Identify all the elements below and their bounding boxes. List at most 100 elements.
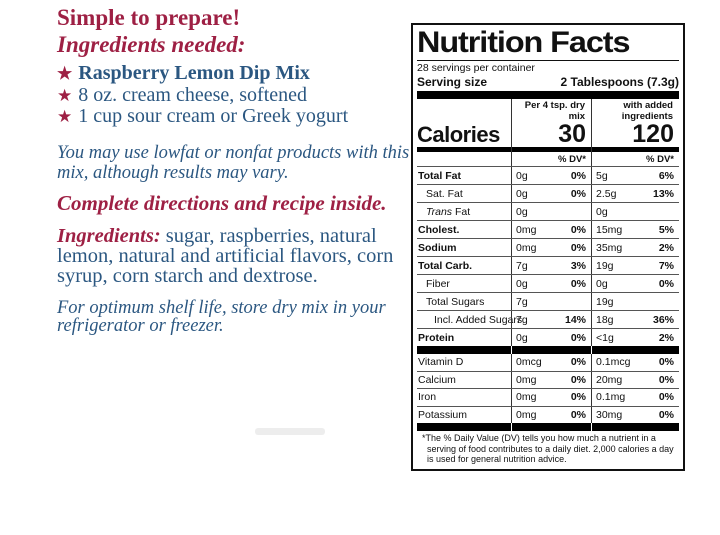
amount-value: 18g [596, 313, 614, 326]
serving-size-label: Serving size [417, 75, 488, 89]
dv-header-added: % DV* [591, 152, 679, 166]
percent-dv-value: 0% [570, 277, 586, 290]
nutrition-row-trans-fat: Trans Fat 0g 0g [417, 202, 679, 220]
dry-mix-cell: 0mg 0% [511, 239, 591, 256]
dv-spacer [417, 152, 511, 166]
added-ingredients-cell: 19g 7% [591, 257, 679, 274]
nutrient-label: Total Carb. [418, 259, 473, 272]
directions-line: Complete directions and recipe inside. [57, 190, 387, 215]
percent-dv-value: 0% [570, 223, 586, 236]
bullet-item-1-cup-sour-cream-or-greek-yogurt: ★ 1 cup sour cream or Greek yogurt [57, 105, 413, 128]
percent-dv-value: 2% [658, 331, 674, 344]
percent-dv-value: 0% [658, 373, 674, 386]
amount-value: 0g [596, 277, 608, 290]
calories-label: Calories [417, 122, 500, 147]
added-ingredients-cell: 20mg 0% [591, 371, 679, 388]
nutrition-facts-panel: Nutrition Facts 28 servings per containe… [411, 23, 685, 471]
percent-dv-value: 0% [658, 391, 674, 404]
ingredients-paragraph: Ingredients: sugar, raspberries, natural… [57, 224, 413, 286]
nutrient-label: Calcium [418, 373, 456, 386]
amount-value: 0g [516, 331, 528, 344]
dry-mix-cell: 0mg 0% [511, 221, 591, 238]
amount-value: 7g [516, 259, 528, 272]
nutrition-row-total-sugars: Total Sugars 7g 19g [417, 292, 679, 310]
added-ingredients-cell: 0g 0% [591, 275, 679, 292]
calories-row: Calories 30 120 [417, 122, 679, 147]
amount-value: 20mg [596, 373, 623, 386]
amount-value: 0mg [516, 241, 537, 254]
nutrition-row-iron: Iron 0mg 0% 0.1mg 0% [417, 388, 679, 406]
amount-value: 0mg [516, 391, 537, 404]
nutrition-row-sodium: Sodium 0mg 0% 35mg 2% [417, 238, 679, 256]
amount-value: 2.5g [596, 187, 617, 200]
nutrient-label: Trans Fat [426, 205, 471, 218]
added-ingredients-cell: <1g 2% [591, 329, 679, 346]
amount-value: 0g [516, 205, 528, 218]
thick-divider-bar [417, 346, 679, 354]
percent-dv-value: 6% [658, 169, 674, 182]
thick-divider-bar [417, 91, 679, 99]
nutrition-row-calcium: Calcium 0mg 0% 20mg 0% [417, 370, 679, 388]
nutrient-label: Sat. Fat [426, 187, 463, 200]
column-header-row: Per 4 tsp. dry mix with added ingredient… [417, 99, 679, 122]
amount-value: 0.1mcg [596, 356, 631, 369]
amount-value: 0.1mg [596, 391, 626, 404]
dv-header-dry: % DV* [511, 152, 591, 166]
added-ingredients-cell: 30mg 0% [591, 406, 679, 423]
percent-dv-value: 0% [570, 391, 586, 404]
amount-value: 19g [596, 295, 614, 308]
nutrient-label: Sodium [418, 241, 457, 254]
amount-value: 0mg [516, 373, 537, 386]
nutrient-label: Total Sugars [426, 295, 485, 308]
nutrition-facts-title: Nutrition Facts [417, 26, 630, 59]
added-ingredients-cell: 0.1mcg 0% [591, 354, 679, 371]
added-ingredients-cell: 0g [591, 203, 679, 220]
amount-value: 7g [516, 295, 528, 308]
nutrition-row-incl-added-sugars: Incl. Added Sugars 7g 14% 18g 36% [417, 310, 679, 328]
percent-dv-value: 13% [652, 187, 674, 200]
dry-mix-cell: 7g 3% [511, 257, 591, 274]
dry-mix-cell: 7g 14% [511, 311, 591, 328]
serving-size-row: Serving size 2 Tablespoons (7.3g) [417, 75, 679, 89]
amount-value: 7g [516, 313, 528, 326]
added-ingredients-cell: 0.1mg 0% [591, 389, 679, 406]
amount-value: 0mg [516, 408, 537, 421]
ingredient-bullet-list: ★ Raspberry Lemon Dip Mix ★ 8 oz. cream che… [57, 62, 413, 128]
thick-divider-bar [417, 423, 679, 431]
bullet-text: 8 oz. cream cheese, softened [78, 83, 308, 106]
amount-value: 0g [596, 205, 608, 218]
percent-dv-value: 0% [570, 241, 586, 254]
calories-underline [591, 146, 679, 152]
calories-underline [417, 146, 511, 152]
nutrient-label: Potassium [418, 408, 468, 421]
ingredients-needed-heading: Ingredients needed: [57, 32, 246, 57]
percent-dv-value: 7% [658, 259, 674, 272]
percent-dv-value: 0% [570, 356, 586, 369]
title-rule [417, 60, 679, 61]
nutrition-row-fiber: Fiber 0g 0% 0g 0% [417, 274, 679, 292]
bullet-item-raspberry-lemon-dip-mix: ★ Raspberry Lemon Dip Mix [57, 62, 413, 85]
amount-value: 0g [516, 277, 528, 290]
amount-value: 30mg [596, 408, 623, 421]
amount-value: 15mg [596, 223, 623, 236]
dry-mix-cell: 7g [511, 293, 591, 310]
percent-dv-value: 14% [564, 313, 586, 326]
dry-mix-cell: 0g 0% [511, 275, 591, 292]
storage-note: For optimum shelf life, store dry mix in… [57, 297, 386, 336]
column-header-spacer [417, 99, 511, 122]
nutrition-row-total-carb: Total Carb. 7g 3% 19g 7% [417, 256, 679, 274]
percent-dv-value: 36% [652, 313, 674, 326]
ingredients-label: Ingredients: [57, 224, 161, 247]
nutrition-row-vitamin-d: Vitamin D 0mcg 0% 0.1mcg 0% [417, 354, 679, 371]
dry-mix-cell: 0mg 0% [511, 406, 591, 423]
serving-size-value: 2 Tablespoons (7.3g) [560, 75, 679, 89]
amount-value: 0g [516, 169, 528, 182]
calories-added-value: 120 [591, 122, 679, 147]
amount-value: 19g [596, 259, 614, 272]
dv-footnote: *The % Daily Value (DV) tells you how mu… [422, 433, 674, 464]
added-ingredients-cell: 18g 36% [591, 311, 679, 328]
nutrition-row-potassium: Potassium 0mg 0% 30mg 0% [417, 405, 679, 423]
dry-mix-cell: 0mg 0% [511, 371, 591, 388]
percent-dv-value: 0% [570, 331, 586, 344]
